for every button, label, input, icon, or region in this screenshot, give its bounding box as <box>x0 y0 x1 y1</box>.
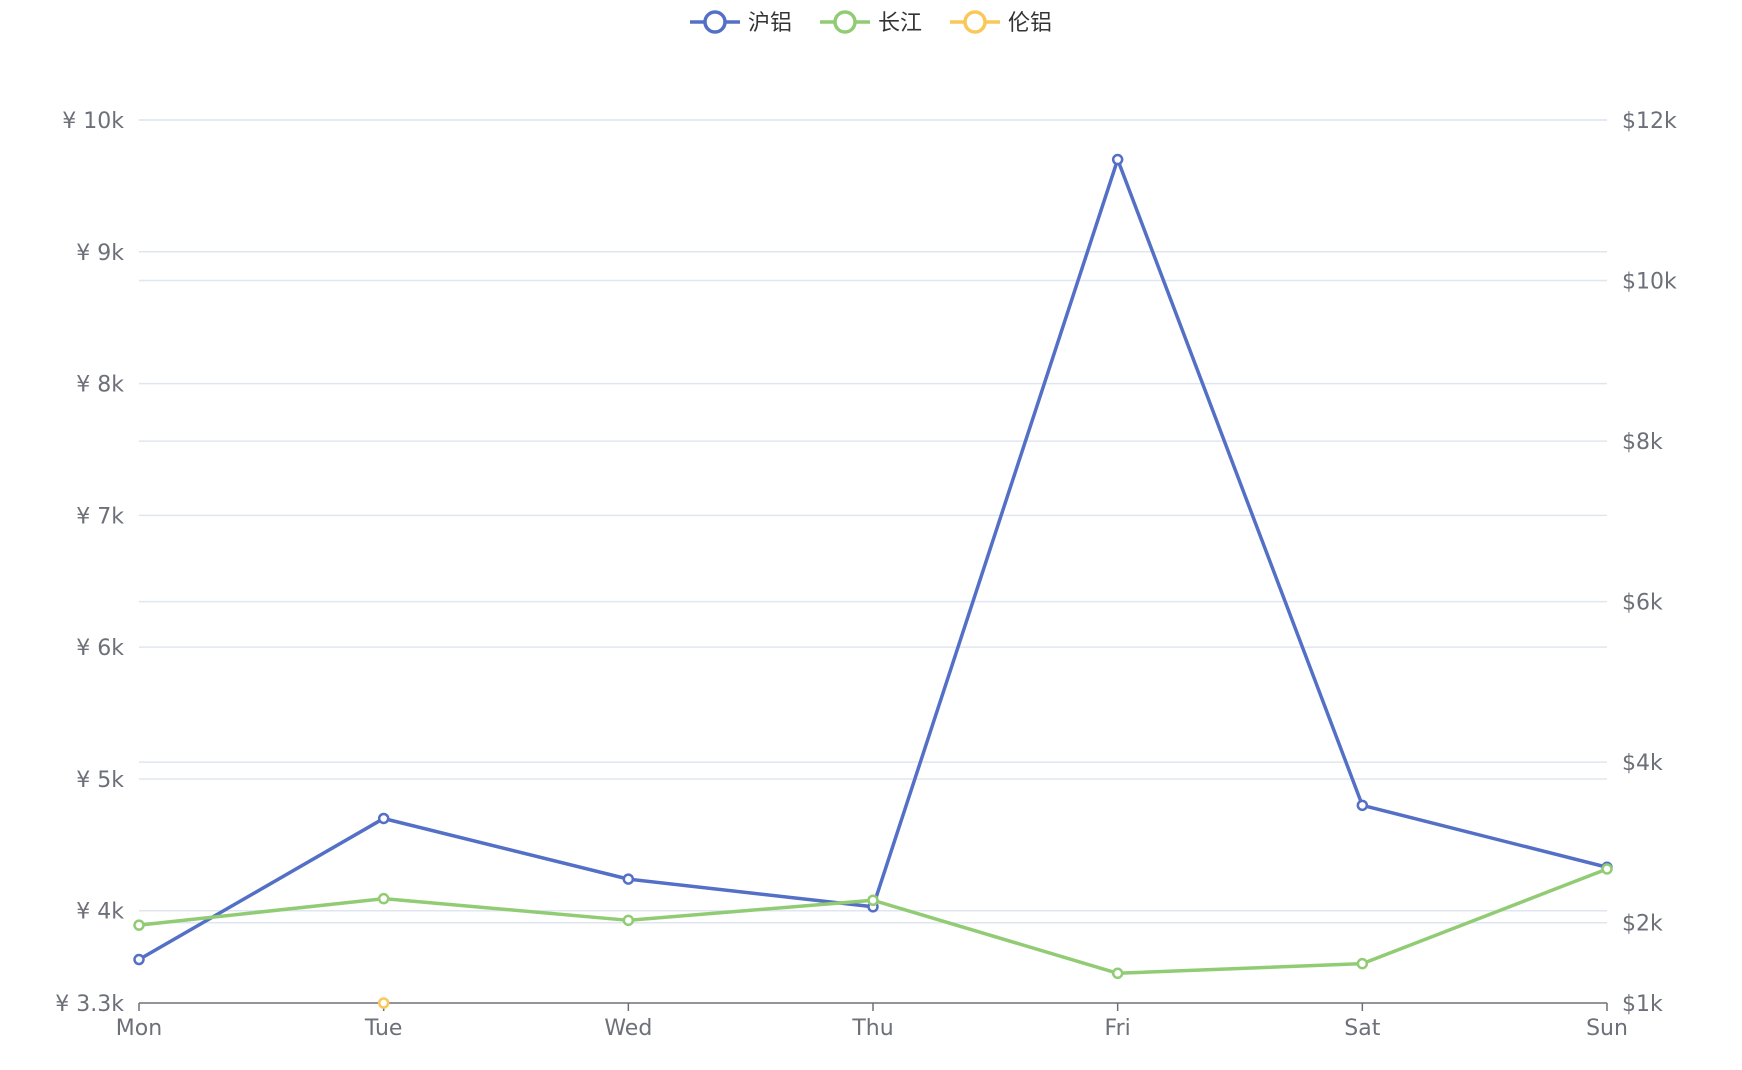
x-tick-label: Mon <box>116 1016 162 1041</box>
data-point <box>1356 957 1369 970</box>
data-point <box>867 894 879 907</box>
y-left-tick-label: ¥ 10k <box>62 109 124 134</box>
y-right-tick-label: $10k <box>1622 270 1677 295</box>
y-right-tick-label: $4k <box>1622 751 1663 776</box>
legend-circle-icon <box>703 10 727 34</box>
legend-circle-icon <box>833 10 857 34</box>
data-point <box>1356 799 1369 812</box>
right-grid-lines <box>139 119 1607 924</box>
x-tick-label: Thu <box>851 1016 893 1041</box>
series-layer <box>133 153 1613 1009</box>
series-line <box>138 867 1608 976</box>
x-tick-label: Tue <box>364 1016 403 1041</box>
right-y-axis: $1k $2k $4k $6k $8k $10k $12k <box>1622 109 1677 1017</box>
legend-label: 伦铝 <box>1008 11 1052 36</box>
x-tick-label: Sat <box>1344 1016 1380 1041</box>
data-point <box>377 997 390 1009</box>
legend-label: 长江 <box>878 11 922 36</box>
y-right-tick-label: $12k <box>1622 109 1677 134</box>
y-right-tick-label: $1k <box>1622 992 1663 1017</box>
y-right-tick-label: $2k <box>1622 912 1663 937</box>
legend-label: 沪铝 <box>748 11 792 36</box>
left-y-axis: ¥ 3.3k ¥ 4k ¥ 5k ¥ 6k ¥ 7k ¥ 8k ¥ 9k ¥ 10k <box>55 109 124 1017</box>
legend-item[interactable]: 长江 <box>820 10 922 36</box>
x-tick-label: Wed <box>604 1016 652 1041</box>
data-point <box>377 812 390 825</box>
y-right-tick-label: $6k <box>1622 591 1663 616</box>
legend-item[interactable]: 伦铝 <box>950 10 1052 36</box>
data-point <box>377 892 390 905</box>
series-沪铝 <box>133 153 1613 966</box>
data-point <box>1111 153 1124 166</box>
y-left-tick-label: ¥ 3.3k <box>55 992 124 1017</box>
x-tick-label: Fri <box>1105 1016 1131 1041</box>
legend-circle-icon <box>963 10 987 34</box>
series-伦铝 <box>377 997 390 1009</box>
left-grid-lines <box>139 119 1607 912</box>
data-point <box>133 919 145 931</box>
legend: 沪铝 长江 伦铝 <box>690 10 1052 36</box>
series-长江 <box>133 863 1613 980</box>
y-left-tick-label: ¥ 8k <box>76 373 124 398</box>
data-point <box>1111 967 1124 980</box>
x-axis: Mon Tue Wed Thu Fri Sat Sun <box>116 1002 1628 1041</box>
y-left-tick-label: ¥ 5k <box>76 768 124 793</box>
y-left-tick-label: ¥ 7k <box>76 504 124 529</box>
x-tick-label: Sun <box>1586 1016 1628 1041</box>
data-point <box>1601 863 1613 875</box>
y-left-tick-label: ¥ 4k <box>76 900 124 925</box>
legend-item[interactable]: 沪铝 <box>690 10 792 36</box>
y-right-tick-label: $8k <box>1622 430 1663 455</box>
data-point <box>622 873 635 885</box>
data-point <box>133 953 145 966</box>
series-line <box>138 157 1608 962</box>
y-left-tick-label: ¥ 6k <box>76 636 124 661</box>
y-left-tick-label: ¥ 9k <box>76 241 124 266</box>
data-point <box>622 914 635 927</box>
